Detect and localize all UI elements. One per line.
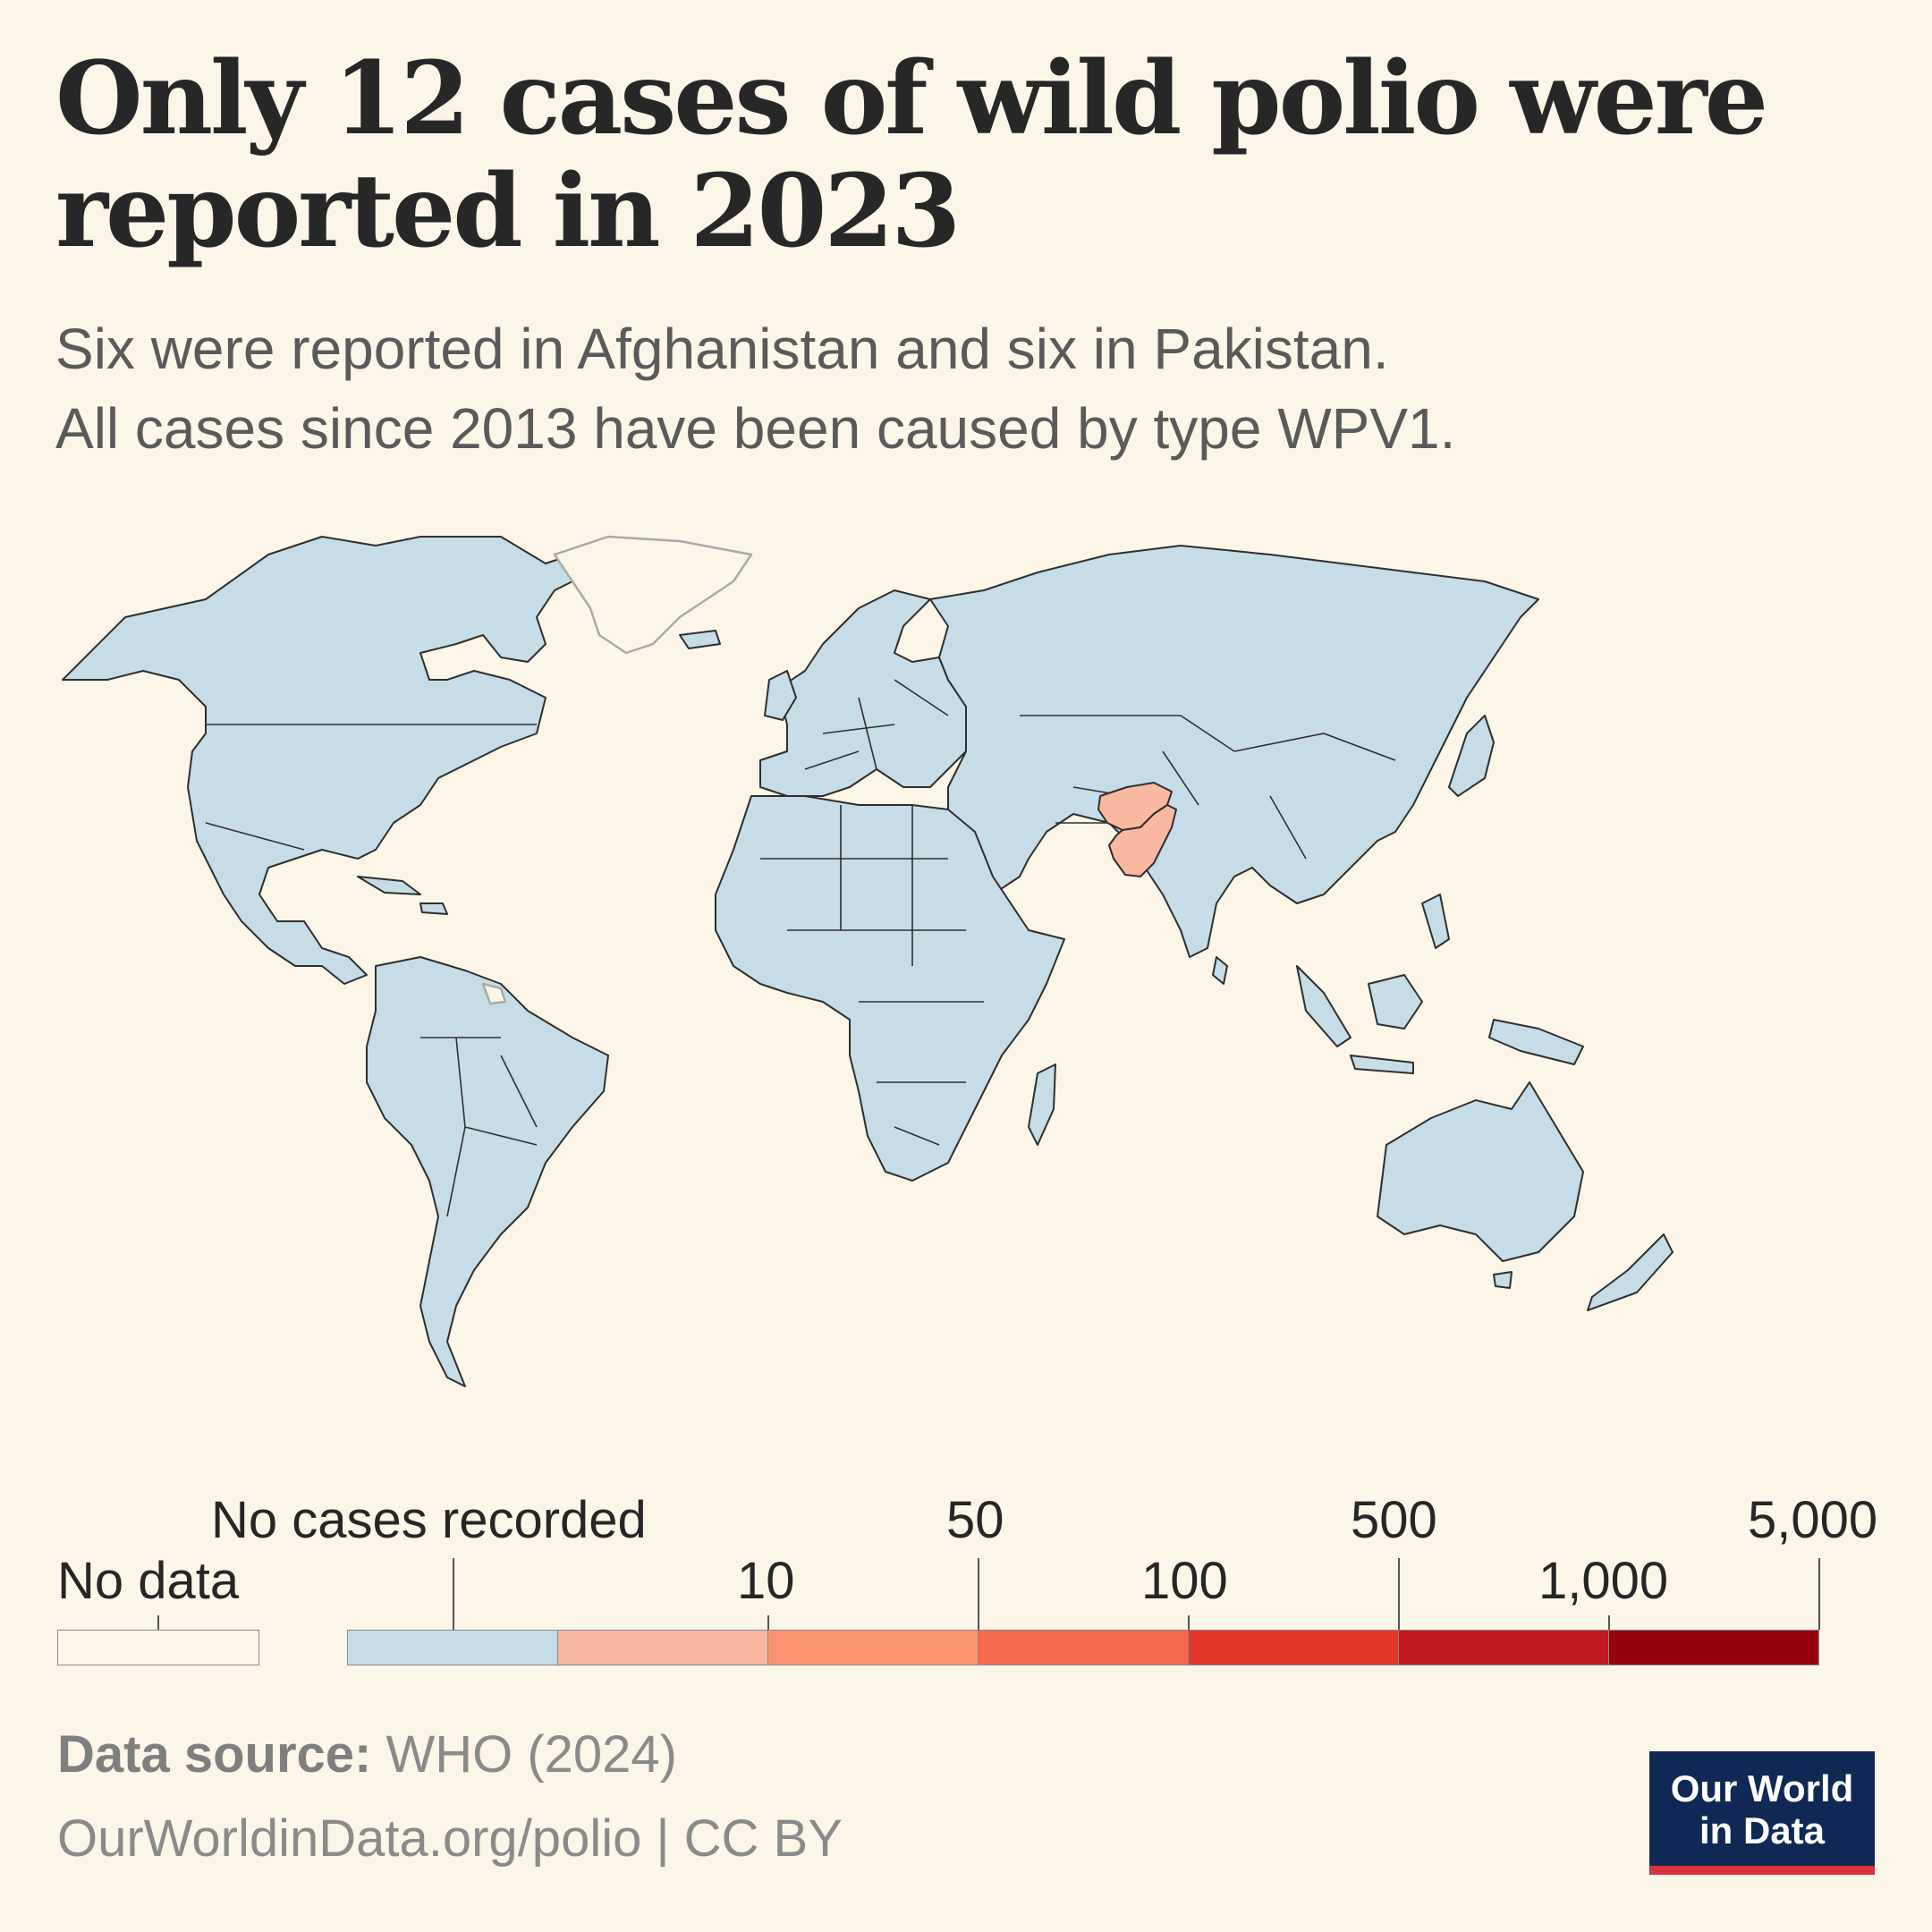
logo-accent-bar	[1649, 1866, 1875, 1875]
legend-no-data-label: No data	[57, 1552, 240, 1610]
africa-borders	[760, 805, 984, 1146]
chart-title: Only 12 cases of wild polio were reporte…	[55, 43, 1880, 268]
south-america[interactable]	[366, 956, 609, 1387]
chart-subtitle: Six were reported in Afghanistan and six…	[55, 309, 1880, 469]
north-america[interactable]	[62, 536, 591, 985]
borneo[interactable]	[1368, 974, 1423, 1030]
japan[interactable]	[1448, 715, 1495, 797]
legend-tick-10	[767, 1615, 769, 1630]
legend-tick-500	[1398, 1558, 1400, 1630]
legend-swatch-1000-5000	[1608, 1630, 1819, 1665]
africa[interactable]	[715, 795, 1065, 1182]
logo-line-2: in Data	[1699, 1809, 1826, 1852]
data-source-value: WHO (2024)	[386, 1725, 677, 1784]
subtitle-line-2: All cases since 2013 have been caused by…	[55, 396, 1456, 461]
europe-borders	[804, 679, 949, 770]
australia[interactable]	[1377, 1081, 1584, 1262]
legend-swatch-0-10	[557, 1630, 768, 1665]
data-source-label: Data source:	[57, 1725, 372, 1784]
legend-tick-no-data	[157, 1615, 159, 1630]
uk[interactable]	[764, 670, 797, 721]
data-source: Data source: WHO (2024)	[57, 1726, 677, 1784]
legend-tick-50	[978, 1558, 979, 1630]
hispaniola[interactable]	[419, 902, 448, 915]
title-line-1: Only 12 cases of wild polio were	[55, 40, 1768, 157]
java[interactable]	[1350, 1055, 1414, 1074]
tasmania[interactable]	[1493, 1271, 1513, 1289]
title-line-2: reported in 2023	[55, 153, 961, 270]
legend-tick-1000	[1608, 1615, 1610, 1630]
greenland[interactable]	[553, 535, 753, 655]
iceland[interactable]	[679, 630, 721, 649]
legend-tick-label-50: 50	[946, 1491, 1004, 1549]
new-guinea[interactable]	[1488, 1019, 1584, 1065]
new-zealand[interactable]	[1587, 1233, 1674, 1311]
french-guiana[interactable]	[481, 982, 507, 1005]
legend-swatch-100-500	[1188, 1630, 1399, 1665]
legend-swatch-10-50	[767, 1630, 979, 1665]
legend-tick-100	[1188, 1615, 1190, 1630]
logo-line-1: Our World	[1670, 1767, 1854, 1809]
sri-lanka[interactable]	[1212, 956, 1228, 985]
legend-swatch-no-data	[57, 1630, 259, 1665]
legend-tick-label-10: 10	[737, 1552, 795, 1610]
legend-no-cases-label: No cases recorded	[211, 1491, 647, 1549]
footer-url[interactable]: OurWorldinData.org/polio | CC BY	[57, 1809, 843, 1868]
subtitle-line-1: Six were reported in Afghanistan and six…	[55, 317, 1389, 381]
legend-tick-5000	[1818, 1558, 1820, 1630]
legend-tick-label-500: 500	[1351, 1491, 1437, 1549]
legend-tick-label-5000: 5,000	[1748, 1491, 1878, 1549]
legend-tick-label-1000: 1,000	[1538, 1552, 1669, 1610]
philippines[interactable]	[1421, 894, 1450, 949]
south-america-borders	[420, 1037, 538, 1217]
legend-swatch-no-cases	[347, 1630, 558, 1665]
cuba[interactable]	[357, 876, 421, 895]
madagascar[interactable]	[1028, 1063, 1056, 1146]
us-mexico-border	[205, 822, 305, 851]
legend-swatch-50-100	[978, 1630, 1189, 1665]
owid-logo[interactable]: Our World in Data	[1649, 1751, 1875, 1875]
world-map	[62, 535, 1674, 1387]
legend-tick-no-cases	[453, 1558, 454, 1630]
asia-borders	[1020, 715, 1396, 860]
legend-swatch-500-1000	[1398, 1630, 1609, 1665]
legend-tick-label-100: 100	[1141, 1552, 1228, 1610]
sumatra[interactable]	[1296, 965, 1352, 1047]
pakistan[interactable]	[1108, 804, 1177, 877]
